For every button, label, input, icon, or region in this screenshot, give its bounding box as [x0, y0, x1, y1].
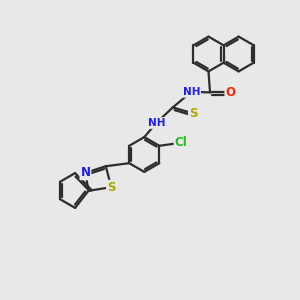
Text: NH: NH	[183, 87, 200, 97]
Text: O: O	[225, 86, 236, 99]
Text: N: N	[80, 166, 90, 179]
Text: S: S	[189, 107, 197, 120]
Text: NH: NH	[148, 118, 165, 128]
Text: Cl: Cl	[175, 136, 187, 149]
Text: S: S	[107, 181, 116, 194]
